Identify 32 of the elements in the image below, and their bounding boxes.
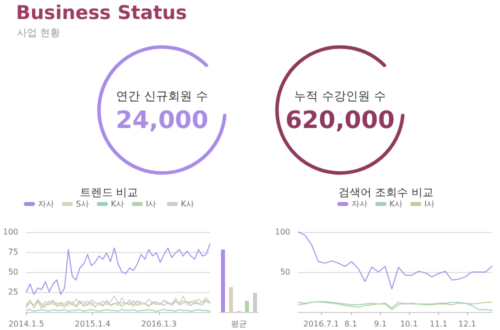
- y-tick-label: 50: [8, 268, 18, 276]
- y-tick-label: 100: [2, 228, 18, 236]
- x-tick-label: 11.1: [430, 320, 448, 328]
- text: Business Status: [16, 2, 187, 24]
- x-tick-label: 2016.7.1: [303, 320, 339, 328]
- y-tick-label: 50: [280, 268, 290, 276]
- x-tick-label: 2015.1.4: [74, 320, 110, 328]
- legend-label: K사: [180, 200, 194, 208]
- legend-label: I사: [424, 200, 435, 208]
- y-tick-label: 25: [8, 288, 18, 296]
- x-tick-label: 2014.1.5: [8, 320, 44, 328]
- text: 24,000: [116, 106, 208, 134]
- legend-label: K사: [389, 200, 403, 208]
- category-label: 연간 신규회원 수: [115, 88, 209, 105]
- text: 사업 현황: [17, 27, 60, 40]
- x-tick-label: 2016.1.3: [141, 320, 177, 328]
- text: 620,000: [285, 106, 395, 134]
- x-tick-label: 9.1: [374, 320, 387, 328]
- category-label: 누적 수강인원 수: [293, 88, 387, 105]
- y-tick-label: 100: [274, 228, 290, 236]
- legend-label: K사: [110, 200, 124, 208]
- legend-label: 자사: [351, 200, 368, 208]
- chart-title: 트렌드 비교: [80, 186, 138, 199]
- x-tick-label: 8.1: [344, 320, 358, 328]
- x-tick-label: 10.1: [400, 320, 418, 328]
- legend-label: 자사: [38, 200, 54, 208]
- x-tick-label: 평균: [231, 320, 247, 328]
- y-tick-label: 75: [8, 248, 18, 256]
- legend-label: I사: [146, 200, 156, 208]
- legend-label: S사: [76, 200, 89, 208]
- chart-title: 검색어 조회수 비교: [338, 186, 434, 199]
- x-tick-label: 12.1: [458, 320, 476, 328]
